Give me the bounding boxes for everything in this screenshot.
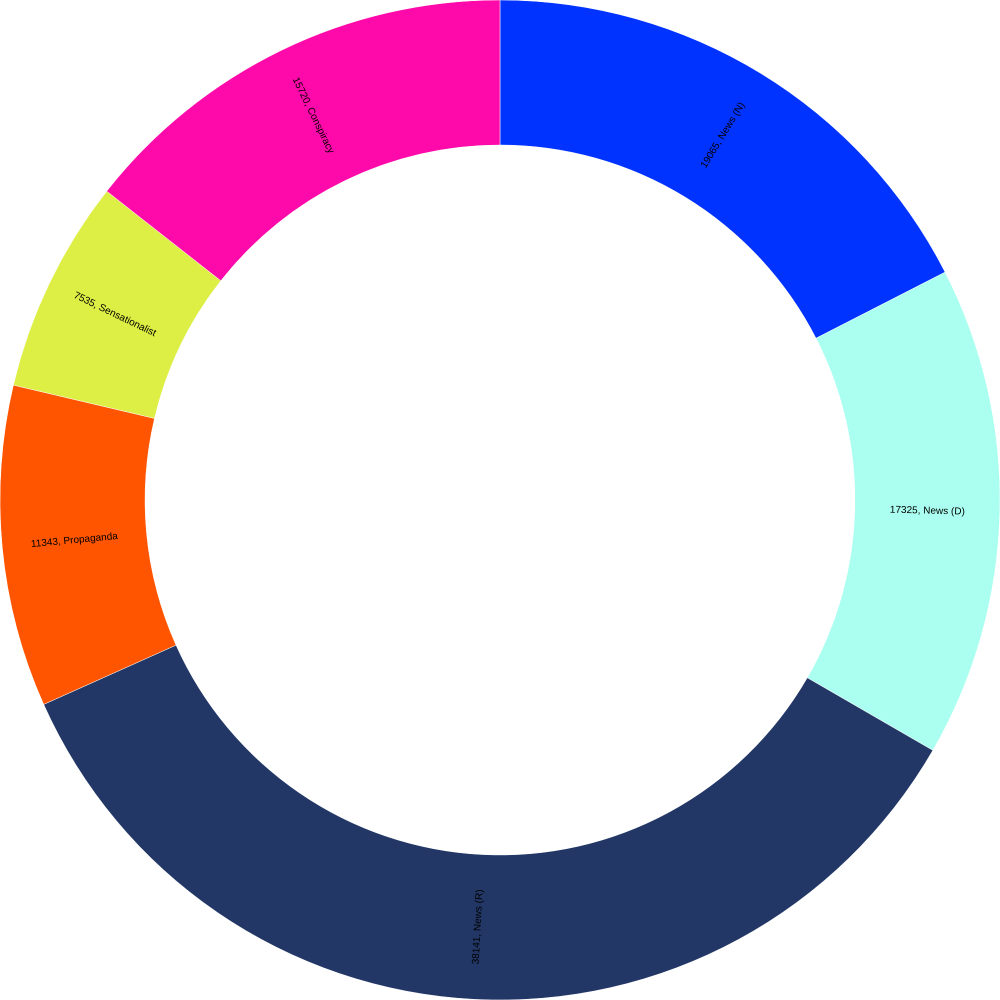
- donut-slice: [43, 644, 934, 1000]
- donut-slice: [806, 271, 1000, 751]
- donut-slice: [106, 0, 501, 282]
- slice-label: 17325, News (D): [890, 505, 965, 518]
- donut-slice: [499, 0, 946, 339]
- slice-label: 38141, News (R): [471, 889, 486, 964]
